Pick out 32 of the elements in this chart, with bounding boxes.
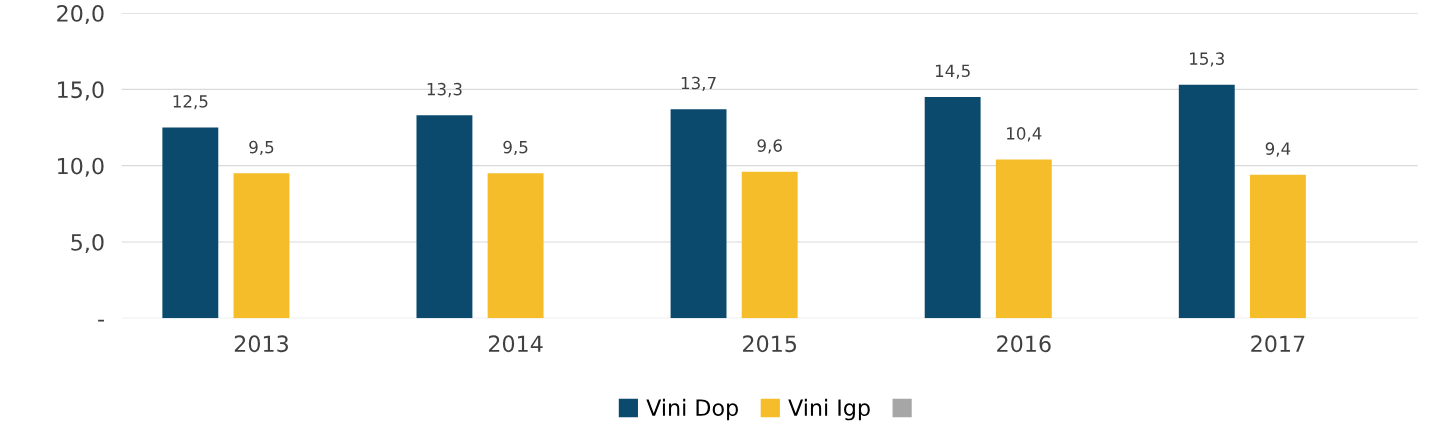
x-tick-label: 2017 (1251, 335, 1305, 353)
x-tick-label: 2015 (743, 335, 797, 353)
data-label: 14,5 (935, 64, 970, 79)
y-tick-label: 5,0 (71, 233, 104, 254)
bar (416, 115, 473, 319)
legend-label: Vini Igp (788, 398, 870, 421)
x-tick-label: 2014 (488, 335, 543, 353)
y-tick-label: - (98, 319, 104, 322)
bar (1178, 84, 1235, 319)
data-label: 9,5 (503, 140, 528, 156)
bar (995, 159, 1052, 319)
data-label: 13,3 (427, 82, 462, 98)
data-label: 13,7 (681, 76, 716, 92)
data-label: 15,3 (1190, 52, 1224, 67)
bar (233, 173, 290, 319)
bar (487, 173, 544, 319)
data-label: 9,4 (1265, 142, 1291, 157)
x-tick-label: 2013 (234, 335, 288, 353)
data-label: 9,6 (757, 139, 782, 154)
bar (1249, 174, 1306, 319)
y-tick-label: 15,0 (58, 81, 104, 101)
bar (924, 97, 981, 319)
data-label: 12,5 (173, 95, 208, 110)
data-label: 10,4 (1007, 127, 1042, 142)
y-tick-label: 10,0 (58, 157, 104, 177)
y-tick-label: 20,0 (57, 5, 104, 25)
bar (741, 171, 798, 319)
data-label: 9,5 (249, 140, 274, 156)
legend-label: Vini Dop (646, 398, 738, 421)
bar (162, 127, 219, 319)
x-tick-label: 2016 (997, 335, 1051, 353)
bar (670, 109, 727, 319)
